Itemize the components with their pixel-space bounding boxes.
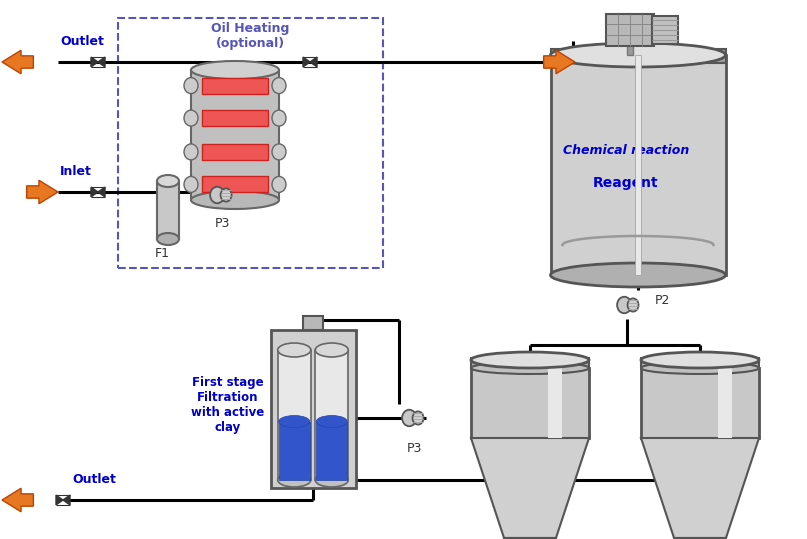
Polygon shape xyxy=(91,57,98,67)
Polygon shape xyxy=(91,187,98,197)
Ellipse shape xyxy=(220,189,232,202)
Ellipse shape xyxy=(184,110,198,126)
Bar xyxy=(278,350,311,480)
Text: P3: P3 xyxy=(406,442,422,455)
Bar xyxy=(504,538,556,539)
Ellipse shape xyxy=(278,343,311,357)
Ellipse shape xyxy=(617,297,631,313)
Ellipse shape xyxy=(272,176,286,192)
Ellipse shape xyxy=(316,473,349,487)
Bar xyxy=(202,110,269,126)
Polygon shape xyxy=(98,187,105,197)
Ellipse shape xyxy=(641,352,759,368)
Ellipse shape xyxy=(550,263,725,287)
Ellipse shape xyxy=(210,186,224,203)
Ellipse shape xyxy=(184,78,198,94)
Ellipse shape xyxy=(272,110,286,126)
Ellipse shape xyxy=(191,61,279,79)
Bar xyxy=(674,538,726,539)
Ellipse shape xyxy=(641,362,759,374)
Bar xyxy=(606,14,654,46)
Bar xyxy=(635,55,641,275)
Ellipse shape xyxy=(191,191,279,209)
Ellipse shape xyxy=(272,144,286,160)
Polygon shape xyxy=(63,495,70,505)
Text: P2: P2 xyxy=(655,294,671,308)
Bar xyxy=(270,330,356,488)
Bar xyxy=(316,421,347,480)
Polygon shape xyxy=(98,57,105,67)
Polygon shape xyxy=(310,57,317,67)
Polygon shape xyxy=(641,438,759,538)
Text: P3: P3 xyxy=(215,217,230,230)
Polygon shape xyxy=(2,50,33,74)
Bar xyxy=(202,176,269,192)
Polygon shape xyxy=(2,488,33,512)
Bar xyxy=(548,368,562,438)
Text: F1: F1 xyxy=(154,247,169,260)
Ellipse shape xyxy=(471,362,589,374)
Polygon shape xyxy=(303,57,310,67)
Ellipse shape xyxy=(471,352,589,368)
Bar xyxy=(191,70,279,200)
Text: Oil Heating
(optional): Oil Heating (optional) xyxy=(211,22,290,50)
Polygon shape xyxy=(27,180,58,204)
Ellipse shape xyxy=(628,299,638,312)
Bar xyxy=(202,78,269,94)
Text: Reagent: Reagent xyxy=(593,176,659,190)
Ellipse shape xyxy=(157,233,179,245)
Bar xyxy=(157,181,179,239)
Bar xyxy=(627,14,633,55)
Ellipse shape xyxy=(278,416,310,427)
Polygon shape xyxy=(471,438,589,538)
Polygon shape xyxy=(56,495,63,505)
Ellipse shape xyxy=(184,144,198,160)
Bar xyxy=(303,316,323,330)
Bar xyxy=(202,144,269,160)
Bar xyxy=(471,368,589,438)
Ellipse shape xyxy=(550,43,725,67)
Ellipse shape xyxy=(316,343,349,357)
Ellipse shape xyxy=(402,410,416,426)
Ellipse shape xyxy=(278,473,311,487)
Bar xyxy=(278,421,310,480)
Text: Outlet: Outlet xyxy=(72,473,116,486)
Bar xyxy=(652,16,678,44)
Text: Outlet: Outlet xyxy=(60,35,104,48)
Bar xyxy=(641,368,759,438)
Bar xyxy=(550,49,725,63)
Ellipse shape xyxy=(184,176,198,192)
Bar xyxy=(471,358,589,368)
Ellipse shape xyxy=(316,416,347,427)
Polygon shape xyxy=(544,50,575,74)
Ellipse shape xyxy=(272,78,286,94)
Text: Inlet: Inlet xyxy=(60,165,92,178)
Bar xyxy=(316,350,349,480)
Text: First stage
Filtration
with active
clay: First stage Filtration with active clay xyxy=(191,376,265,434)
Ellipse shape xyxy=(157,175,179,187)
Bar xyxy=(717,368,732,438)
Text: Chemical reaction: Chemical reaction xyxy=(562,143,689,156)
Bar xyxy=(641,358,759,368)
Ellipse shape xyxy=(412,411,424,425)
Bar xyxy=(118,18,383,268)
Bar xyxy=(550,55,725,275)
